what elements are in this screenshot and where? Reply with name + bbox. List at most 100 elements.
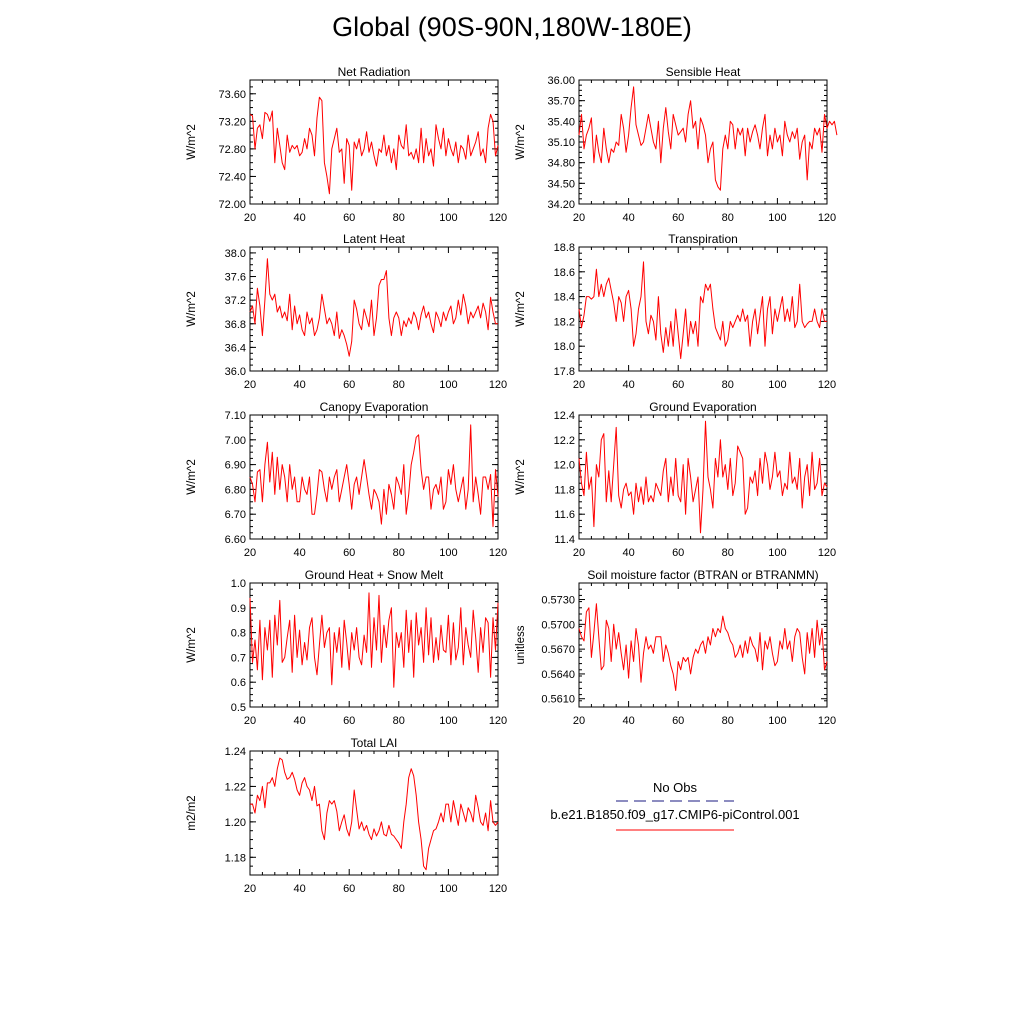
panel-canopy-evaporation: Canopy Evaporation W/m^2 20 40 60 80 100 120 6.6… — [186, 400, 507, 559]
panel-sensible-heat-xtick-label: 80 — [722, 212, 734, 224]
panel-ground-heat-snow-melt-ytick-label: 0.7 — [231, 652, 246, 664]
panel-latent-heat-xtick-label: 80 — [393, 379, 405, 391]
panel-ground-evaporation-ytick-label: 12.2 — [554, 435, 575, 447]
panel-canopy-evaporation-ytick-label: 7.10 — [225, 410, 246, 422]
panel-net-radiation-xtick-label: 100 — [439, 212, 457, 224]
panel-transpiration-title: Transpiration — [668, 232, 738, 246]
panel-total-lai-xtick-label: 120 — [489, 883, 507, 895]
panel-transpiration-xtick-label: 40 — [622, 379, 634, 391]
panel-ground-evaporation: Ground Evaporation W/m^2 20 40 60 80 100 120 11.… — [515, 400, 836, 559]
panel-transpiration-frame — [578, 246, 828, 372]
panel-ground-heat-snow-melt-xtick-label: 20 — [244, 715, 256, 727]
panel-sensible-heat-ytick-label: 34.20 — [547, 199, 575, 211]
panel-latent-heat-xtick-label: 100 — [439, 379, 457, 391]
panel-ground-heat-snow-melt-ytick-label: 1.0 — [231, 578, 246, 590]
panel-sensible-heat-xtick-label: 20 — [573, 212, 585, 224]
panel-net-radiation-xtick-label: 40 — [293, 212, 305, 224]
panel-ground-evaporation-series-line — [578, 420, 828, 534]
panel-transpiration: Transpiration W/m^2 20 40 60 80 100 120 17.8 18.0… — [515, 232, 836, 391]
panel-canopy-evaporation-ytick-label: 6.60 — [225, 534, 246, 546]
panel-ground-heat-snow-melt-ylabel: W/m^2 — [186, 627, 198, 662]
panel-ground-evaporation-title: Ground Evaporation — [649, 400, 756, 414]
panel-canopy-evaporation-xtick-label: 20 — [244, 547, 256, 559]
panel-transpiration-ytick-label: 18.2 — [554, 316, 575, 328]
legend-obs-label: No Obs — [653, 780, 698, 795]
panel-ground-evaporation-xtick-label: 40 — [622, 547, 634, 559]
legend-model-label: b.e21.B1850.f09_g17.CMIP6-piControl.001 — [550, 807, 799, 822]
panel-latent-heat-xtick-label: 40 — [293, 379, 305, 391]
panel-sensible-heat-xtick-label: 100 — [768, 212, 786, 224]
panel-transpiration-ylabel: W/m^2 — [515, 291, 527, 326]
panel-ground-evaporation-xtick-label: 20 — [573, 547, 585, 559]
panel-net-radiation-ytick-label: 73.20 — [218, 116, 246, 128]
panel-latent-heat: Latent Heat W/m^2 20 40 60 80 100 120 36.0 36.4 36… — [186, 232, 507, 391]
panel-ground-heat-snow-melt-xtick-label: 40 — [293, 715, 305, 727]
panel-soil-moisture-factor-btran-or-btranmn-series-line — [578, 603, 828, 691]
panel-ground-evaporation-ytick-label: 11.6 — [554, 509, 575, 521]
panel-soil-moisture-factor-btran-or-btranmn-xtick-label: 120 — [818, 715, 836, 727]
panel-soil-moisture-factor-btran-or-btranmn-ytick-label: 0.5700 — [541, 619, 575, 631]
panel-soil-moisture-factor-btran-or-btranmn-ytick-label: 0.5640 — [541, 669, 575, 681]
panel-sensible-heat-ytick-label: 34.80 — [547, 158, 575, 170]
panel-ground-heat-snow-melt: Ground Heat + Snow Melt W/m^2 20 40 60 80 100 1… — [186, 568, 507, 727]
panel-canopy-evaporation-xtick-label: 60 — [343, 547, 355, 559]
panel-ground-heat-snow-melt-title: Ground Heat + Snow Melt — [305, 568, 444, 582]
panel-canopy-evaporation-xtick-label: 80 — [393, 547, 405, 559]
panel-latent-heat-ytick-label: 36.8 — [225, 319, 246, 331]
panel-sensible-heat-ytick-label: 35.10 — [547, 137, 575, 149]
panel-latent-heat-ytick-label: 37.2 — [225, 295, 246, 307]
panel-transpiration-xtick-label: 80 — [722, 379, 734, 391]
panel-canopy-evaporation-ytick-label: 6.80 — [225, 484, 246, 496]
panel-ground-evaporation-ylabel: W/m^2 — [515, 459, 527, 494]
panel-soil-moisture-factor-btran-or-btranmn-xtick-label: 100 — [768, 715, 786, 727]
panel-canopy-evaporation-ytick-label: 7.00 — [225, 435, 246, 447]
panel-transpiration-series-line — [578, 261, 827, 360]
panel-soil-moisture-factor-btran-or-btranmn: Soil moisture factor (BTRAN or BTRANMN) u… — [515, 568, 836, 727]
panel-latent-heat-ytick-label: 37.6 — [225, 272, 246, 284]
panel-latent-heat-title: Latent Heat — [343, 232, 406, 246]
panel-ground-evaporation-ytick-label: 11.8 — [554, 484, 575, 496]
panel-ground-heat-snow-melt-ytick-label: 0.6 — [231, 677, 246, 689]
panel-net-radiation-ytick-label: 72.80 — [218, 144, 246, 156]
panel-latent-heat-ytick-label: 36.4 — [225, 342, 246, 354]
panel-canopy-evaporation-ylabel: W/m^2 — [186, 459, 198, 494]
panel-soil-moisture-factor-btran-or-btranmn-ytick-label: 0.5670 — [541, 644, 575, 656]
panel-total-lai-xtick-label: 20 — [244, 883, 256, 895]
panel-canopy-evaporation-xtick-label: 120 — [489, 547, 507, 559]
panel-total-lai-frame — [249, 750, 499, 876]
panel-canopy-evaporation-ytick-label: 6.70 — [225, 509, 246, 521]
legend: No Obs b.e21.B1850.f09_g17.CMIP6-piContr… — [550, 780, 800, 831]
panel-sensible-heat-ytick-label: 36.00 — [547, 75, 575, 87]
panel-soil-moisture-factor-btran-or-btranmn-title: Soil moisture factor (BTRAN or BTRANMN) — [587, 568, 818, 582]
panel-soil-moisture-factor-btran-or-btranmn-ytick-label: 0.5730 — [541, 595, 575, 607]
panel-ground-heat-snow-melt-ytick-label: 0.5 — [231, 702, 246, 714]
panel-transpiration-ytick-label: 18.6 — [554, 267, 575, 279]
panel-total-lai-series-line — [250, 757, 499, 871]
panel-soil-moisture-factor-btran-or-btranmn-xtick-label: 60 — [672, 715, 684, 727]
panel-transpiration-xtick-label: 100 — [768, 379, 786, 391]
panel-total-lai-ytick-label: 1.20 — [225, 817, 246, 829]
panel-sensible-heat-series-line — [578, 86, 838, 191]
panel-canopy-evaporation-xtick-label: 40 — [293, 547, 305, 559]
panel-total-lai-ytick-label: 1.18 — [225, 852, 246, 864]
panel-canopy-evaporation-xtick-label: 100 — [439, 547, 457, 559]
figure-title: Global (90S-90N,180W-180E) — [332, 12, 692, 42]
panel-canopy-evaporation-frame — [249, 414, 499, 540]
panel-net-radiation-title: Net Radiation — [338, 65, 411, 79]
panel-ground-heat-snow-melt-ytick-label: 0.8 — [231, 628, 246, 640]
panel-ground-evaporation-xtick-label: 80 — [722, 547, 734, 559]
panel-ground-evaporation-ytick-label: 12.0 — [554, 460, 575, 472]
panel-total-lai-xtick-label: 100 — [439, 883, 457, 895]
panel-canopy-evaporation-series-line — [249, 424, 499, 528]
panel-net-radiation-ytick-label: 72.40 — [218, 171, 246, 183]
panel-net-radiation-ytick-label: 73.60 — [218, 89, 246, 101]
panel-net-radiation-xtick-label: 120 — [489, 212, 507, 224]
panel-ground-evaporation-xtick-label: 120 — [818, 547, 836, 559]
panel-total-lai-xtick-label: 40 — [293, 883, 305, 895]
panel-canopy-evaporation-title: Canopy Evaporation — [320, 400, 429, 414]
panel-transpiration-ytick-label: 18.4 — [554, 292, 575, 304]
panel-sensible-heat-xtick-label: 120 — [818, 212, 836, 224]
panel-latent-heat-series-line — [249, 258, 498, 357]
panel-soil-moisture-factor-btran-or-btranmn-xtick-label: 20 — [573, 715, 585, 727]
